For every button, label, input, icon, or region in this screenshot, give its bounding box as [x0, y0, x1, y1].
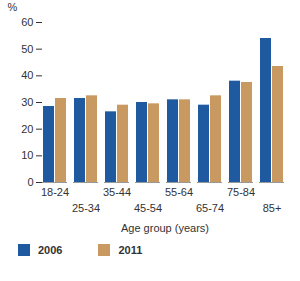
svg-text:85+: 85+ [263, 202, 282, 214]
html-text:2011: 2011 [118, 244, 143, 256]
svg-text:25-34: 25-34 [72, 202, 100, 214]
html-text:2006: 2006 [38, 244, 63, 256]
svg-text:0: 0 [27, 176, 33, 188]
svg-text:60: 60 [21, 16, 33, 28]
svg-text:30: 30 [21, 96, 33, 108]
svg-text:35-44: 35-44 [103, 186, 131, 198]
svg-text:50: 50 [21, 43, 33, 55]
svg-text:%: % [8, 1, 18, 13]
svg-text:10: 10 [21, 149, 33, 161]
svg-text:55-64: 55-64 [165, 186, 193, 198]
svg-text:40: 40 [21, 69, 33, 81]
svg-text:18-24: 18-24 [41, 186, 69, 198]
svg-text:75-84: 75-84 [227, 186, 255, 198]
svg-text:20: 20 [21, 123, 33, 135]
svg-text:45-54: 45-54 [134, 202, 162, 214]
svg-text:65-74: 65-74 [196, 202, 224, 214]
html-text:Age group (years): Age group (years) [121, 222, 209, 234]
